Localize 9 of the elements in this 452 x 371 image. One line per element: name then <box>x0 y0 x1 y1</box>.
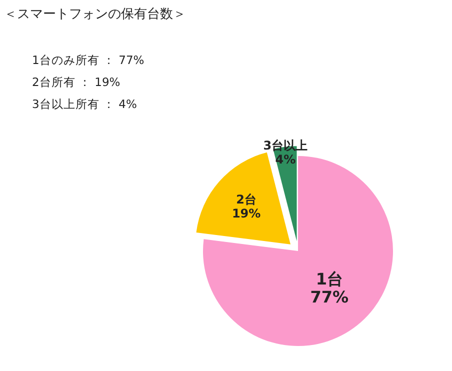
text: 2台所有 ： 19% <box>32 75 120 89</box>
slice-label: 1台 <box>316 270 343 289</box>
text: 3台以上所有 ： 4% <box>32 97 137 111</box>
data-label: 4% <box>275 152 296 167</box>
data-label: 77% <box>310 288 349 307</box>
chart-title: ＜スマートフォンの保有台数＞ <box>4 7 186 22</box>
slice-label: 2台 <box>236 192 256 206</box>
text: 1台のみ所有 ： 77% <box>32 53 144 67</box>
data-label: 19% <box>232 206 261 220</box>
